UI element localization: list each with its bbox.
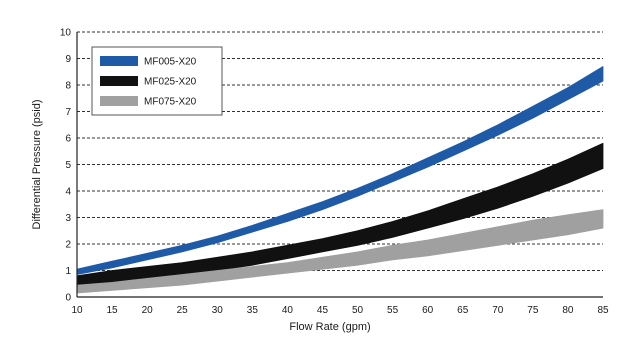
x-axis-title: Flow Rate (gpm) <box>289 321 370 333</box>
x-tick-label-65: 65 <box>457 305 469 316</box>
x-tick-label-45: 45 <box>317 305 329 316</box>
y-tick-label-3: 3 <box>65 213 71 224</box>
legend-swatch-mf005-x20 <box>100 56 138 66</box>
series-band-mf075-x20 <box>76 209 604 294</box>
x-tick-label-35: 35 <box>247 305 259 316</box>
x-tick-label-20: 20 <box>142 305 154 316</box>
x-tick-label-55: 55 <box>387 305 399 316</box>
legend-label-mf025-x20: MF025-X20 <box>144 77 197 88</box>
series-band-mf005-x20 <box>76 66 604 275</box>
y-tick-label-6: 6 <box>65 134 71 145</box>
y-tick-label-10: 10 <box>60 28 72 39</box>
legend-label-mf075-x20: MF075-X20 <box>144 97 197 108</box>
y-tick-label-9: 9 <box>65 54 71 65</box>
x-tick-label-50: 50 <box>352 305 364 316</box>
y-tick-label-1: 1 <box>65 266 71 277</box>
y-tick-label-2: 2 <box>65 240 71 251</box>
x-tick-label-85: 85 <box>597 305 609 316</box>
x-tick-label-15: 15 <box>107 305 119 316</box>
y-tick-label-7: 7 <box>65 107 71 118</box>
x-tick-label-75: 75 <box>527 305 539 316</box>
x-tick-label-40: 40 <box>282 305 294 316</box>
legend: MF005-X20 MF025-X20 MF075-X20 <box>91 46 223 116</box>
legend-swatch-mf025-x20 <box>100 76 138 86</box>
x-tick-label-70: 70 <box>492 305 504 316</box>
legend-label-mf005-x20: MF005-X20 <box>144 57 197 68</box>
x-tick-label-30: 30 <box>212 305 224 316</box>
x-tick-label-10: 10 <box>71 305 83 316</box>
x-tick-label-60: 60 <box>422 305 434 316</box>
x-tick-label-25: 25 <box>177 305 189 316</box>
series-band-mf025-x20 <box>76 142 604 290</box>
y-tick-label-5: 5 <box>65 160 71 171</box>
y-axis-title: Differential Pressure (psid) <box>31 99 43 229</box>
series-layer <box>76 66 604 294</box>
y-tick-label-4: 4 <box>65 187 71 198</box>
x-tick-label-80: 80 <box>562 305 574 316</box>
legend-swatch-mf075-x20 <box>100 96 138 106</box>
y-tick-label-8: 8 <box>65 81 71 92</box>
y-tick-label-0: 0 <box>65 293 71 304</box>
